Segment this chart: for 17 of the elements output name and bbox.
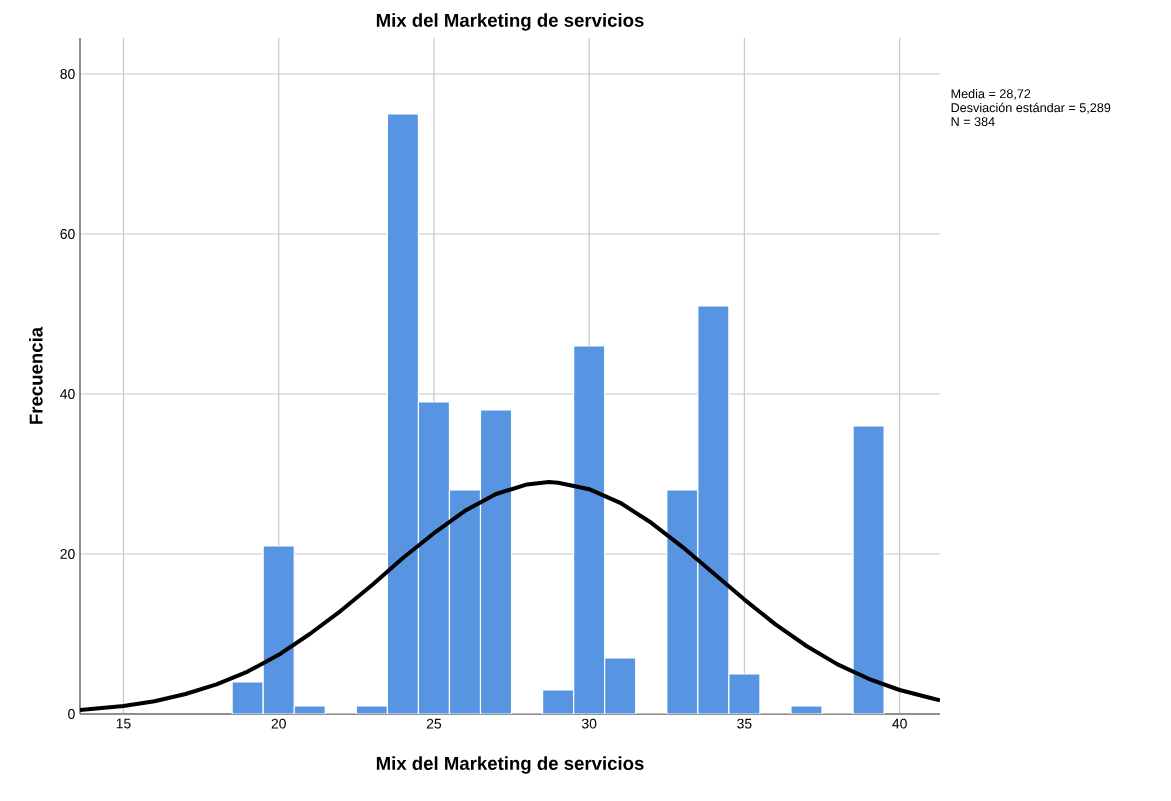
y-axis-title: Frecuencia	[29, 326, 43, 424]
x-tick-label: 30	[581, 718, 597, 729]
chart-title: Mix del Marketing de servicios	[376, 13, 644, 31]
text: Desviación estándar = 5,289	[951, 102, 1111, 114]
x-tick-label: 40	[892, 718, 907, 729]
y-tick-label: 60	[60, 229, 75, 239]
text: Media = 28,72	[951, 88, 1031, 100]
x-axis-title: Mix del Marketing de servicios	[376, 756, 644, 774]
x-tick-label: 20	[271, 718, 286, 729]
y-tick-label: 20	[60, 549, 75, 559]
y-tick-label: 0	[68, 709, 75, 719]
y-tick-label: 40	[60, 389, 75, 399]
x-tick-label: 15	[116, 718, 131, 729]
x-tick-label: 35	[737, 718, 752, 729]
x-tick-label: 25	[426, 718, 442, 729]
text: N = 384	[951, 117, 995, 127]
y-tick-label: 80	[60, 69, 75, 79]
